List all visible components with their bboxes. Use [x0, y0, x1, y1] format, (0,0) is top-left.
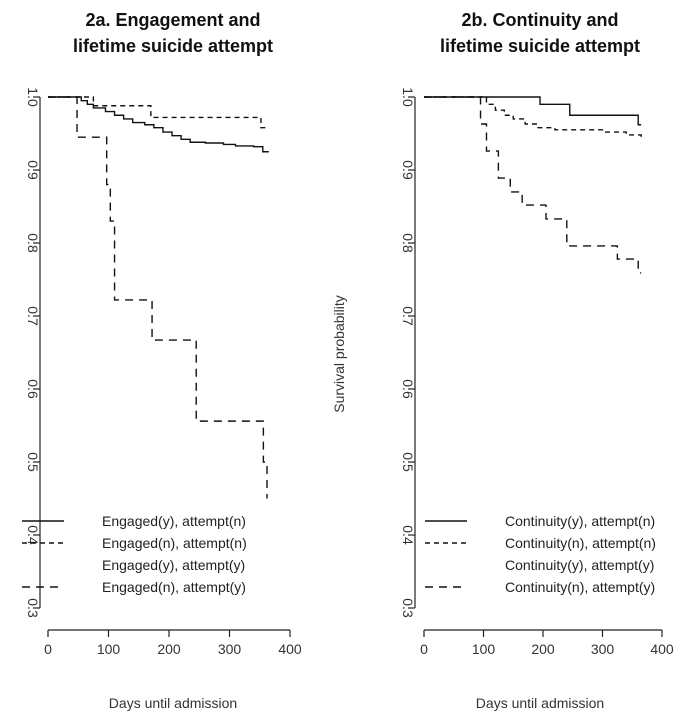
panel-2a-plot: 0.3 0.4 0.5 0.6 0.7 0.8 0.9 1.0 0 100 200 300 400 Eng… — [22, 87, 302, 657]
panel-2b: 2b. Continuity and lifetime suicide atte… — [331, 10, 674, 711]
panel-2b-series-2-line — [424, 96, 642, 138]
panel-2b-y-tick-label: 0.3 — [400, 598, 416, 618]
panel-2a-title-line2: lifetime suicide attempt — [73, 36, 273, 56]
panel-2a-title-line1: 2a. Engagement and — [85, 10, 260, 30]
panel-2b-y-tick-label: 0.7 — [400, 306, 416, 326]
panel-2b-title-line1: 2b. Continuity and — [462, 10, 619, 30]
panel-2b-y-tick-label: 0.9 — [400, 160, 416, 180]
panel-2b-legend-label: Continuity(n), attempt(n) — [505, 535, 656, 551]
panel-2a-legend-label: Engaged(n), attempt(y) — [102, 579, 246, 595]
panel-2a-y-tick-label: 0.9 — [25, 160, 41, 180]
panel-2b-x-tick-label: 0 — [420, 641, 428, 657]
panel-2b-x-tick-label: 200 — [531, 641, 555, 657]
panel-2a-y-tick-label: 0.5 — [25, 452, 41, 472]
panel-2a-y-tick-label: 0.6 — [25, 379, 41, 399]
panel-2a-y-tick-label: 1.0 — [25, 87, 41, 107]
panel-2b-y-tick-label: 1.0 — [400, 87, 416, 107]
panel-2a-series-1-line — [48, 96, 269, 153]
panel-2a-y-tick-label: 0.3 — [25, 598, 41, 618]
panel-2b-y-tick-label: 0.6 — [400, 379, 416, 399]
panel-2b-y-tick-label: 0.8 — [400, 233, 416, 253]
panel-2b-y-tick-label: 0.4 — [400, 525, 416, 545]
panel-2b-x-axis-label: Days until admission — [476, 695, 604, 711]
panel-2b-y-tick-label: 0.5 — [400, 452, 416, 472]
panel-2a-legend-label: Engaged(y), attempt(n) — [102, 513, 246, 529]
panel-2b-x-tick-label: 300 — [591, 641, 615, 657]
panel-2a-series-4-line — [48, 96, 268, 499]
panel-2a-y-tick-label: 0.8 — [25, 233, 41, 253]
panel-2b-legend-label: Continuity(y), attempt(y) — [505, 557, 654, 573]
panel-2b-legend-label: Continuity(y), attempt(n) — [505, 513, 655, 529]
panel-2b-legend-label: Continuity(n), attempt(y) — [505, 579, 655, 595]
panel-2a-x-tick-label: 400 — [278, 641, 302, 657]
panel-2a-x-tick-label: 100 — [97, 641, 121, 657]
panel-2a-x-tick-label: 0 — [44, 641, 52, 657]
panel-2a-legend-label: Engaged(y), attempt(y) — [102, 557, 245, 573]
panel-2a-y-tick-label: 0.7 — [25, 306, 41, 326]
panel-2a-legend-label: Engaged(n), attempt(n) — [102, 535, 247, 551]
panel-2b-x-tick-label: 400 — [650, 641, 674, 657]
panel-2a-x-tick-label: 200 — [157, 641, 181, 657]
panel-2a-x-axis-label: Days until admission — [109, 695, 237, 711]
panel-2b-series-1-line — [424, 96, 642, 126]
panel-2b-title-line2: lifetime suicide attempt — [440, 36, 640, 56]
panel-2b-x-tick-label: 100 — [472, 641, 496, 657]
panel-2a-x-tick-label: 300 — [218, 641, 242, 657]
panel-2a-series-2-line — [48, 96, 269, 129]
panel-2b-y-axis-label: Survival probability — [331, 295, 347, 413]
panel-2b-series-4-line — [424, 96, 642, 274]
panel-2a-y-tick-label: 0.4 — [25, 525, 41, 545]
panel-2a: 2a. Engagement and lifetime suicide atte… — [22, 10, 302, 711]
panel-2b-plot: 0.3 0.4 0.5 0.6 0.7 0.8 0.9 1.0 0 100 200 300 400 Con… — [400, 87, 674, 657]
